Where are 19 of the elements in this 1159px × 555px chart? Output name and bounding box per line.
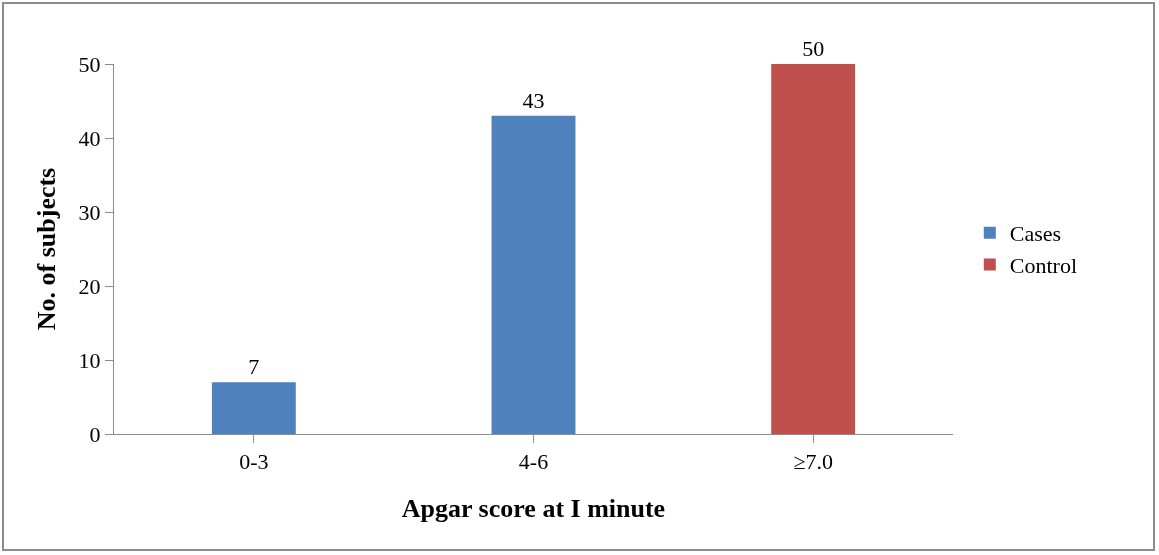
bar [491,115,576,434]
y-axis-title: No. of subjects [32,167,61,331]
y-tick-label: 50 [78,51,101,77]
bar [771,64,856,434]
y-tick-label: 40 [78,125,101,151]
x-tick-label: 0-3 [239,449,269,475]
x-tick-label: 4-6 [518,449,549,475]
legend-label: Control [1009,252,1078,278]
y-tick-label: 0 [89,421,101,447]
y-tick-label: 10 [78,347,101,373]
y-tick-label: 30 [78,199,101,225]
y-tick-label: 20 [78,273,101,299]
bar [211,382,296,434]
data-label: 50 [802,36,825,61]
legend-label: Cases [1009,221,1062,247]
x-axis-title: Apgar score at I minute [401,494,666,524]
data-label: 7 [248,354,260,380]
data-label: 43 [522,87,545,113]
x-tick-label: ≥7.0 [793,449,833,475]
